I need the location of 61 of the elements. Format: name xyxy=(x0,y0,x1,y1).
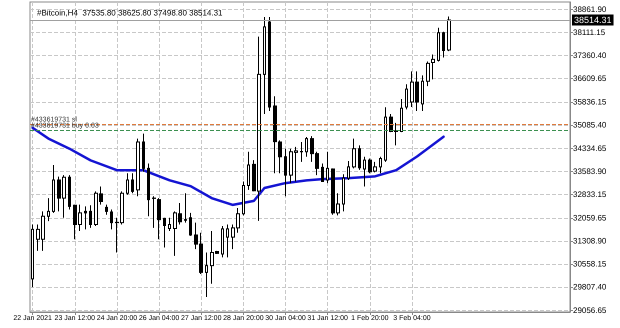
candlestick xyxy=(147,162,150,217)
candlestick xyxy=(205,252,208,298)
candlestick xyxy=(442,31,445,58)
candlestick xyxy=(226,224,229,258)
candlestick xyxy=(110,208,113,230)
candlestick xyxy=(342,174,345,212)
candlestick xyxy=(142,133,145,172)
y-tick-label: 29807.40 xyxy=(573,282,607,292)
y-tick-label: 29056.65 xyxy=(573,306,607,315)
y-tick-label: 38861.90 xyxy=(573,4,607,14)
candlestick xyxy=(426,61,430,87)
candlestick xyxy=(421,74,424,112)
candlestick xyxy=(384,106,387,162)
y-tick-label: 35085.40 xyxy=(573,120,607,130)
candlestick xyxy=(379,156,382,174)
y-tick-label: 31308.90 xyxy=(573,236,607,246)
y-tick-label: 30558.15 xyxy=(573,260,607,269)
candlestick xyxy=(105,204,108,216)
y-tick-label: 32833.15 xyxy=(573,190,607,199)
candlestick xyxy=(136,138,140,197)
candlestick xyxy=(347,160,350,181)
candlestick xyxy=(221,226,224,258)
candlestick xyxy=(305,136,308,158)
candlestick xyxy=(321,162,324,182)
candlestick xyxy=(326,151,329,184)
candlestick xyxy=(68,174,71,210)
candlestick xyxy=(52,164,55,214)
y-tick-label: 35836.15 xyxy=(573,98,607,107)
y-tick-label: 37360.40 xyxy=(573,50,607,60)
candlestick xyxy=(358,144,361,170)
y-tick-label: 36609.65 xyxy=(573,74,607,83)
candlestick xyxy=(400,98,403,133)
y-tick-label: 32059.65 xyxy=(573,214,607,223)
candlestick xyxy=(363,156,366,187)
candlestick xyxy=(284,148,287,197)
ref-line-label: 38514.31 xyxy=(574,14,612,25)
candlestick xyxy=(126,172,129,196)
candlestick xyxy=(152,196,156,228)
candlestick xyxy=(47,198,50,222)
candlestick xyxy=(268,16,271,112)
candlestick xyxy=(189,212,192,236)
candlestick xyxy=(84,206,87,230)
candlestick xyxy=(247,151,250,190)
candlestick xyxy=(163,217,166,248)
y-tick-label: 34334.65 xyxy=(573,144,607,153)
y-tick-label: 33583.90 xyxy=(573,166,607,176)
candlestick xyxy=(184,192,187,224)
candlestick xyxy=(131,172,134,194)
candlestick xyxy=(157,198,161,240)
candlestick xyxy=(447,16,451,52)
text: #Bitcoin,H4 37535.80 38625.80 37498.80 38514.31 xyxy=(37,8,224,18)
candlestick xyxy=(242,181,245,216)
candlestick xyxy=(263,16,266,115)
y-tick-label: 38111.15 xyxy=(573,28,606,37)
candlestick xyxy=(405,84,408,110)
candlestick xyxy=(89,204,92,228)
candlestick xyxy=(352,138,356,169)
candlestick xyxy=(431,54,435,80)
candlestick xyxy=(437,27,440,62)
candlestick xyxy=(300,141,303,162)
candlestick xyxy=(168,217,171,232)
